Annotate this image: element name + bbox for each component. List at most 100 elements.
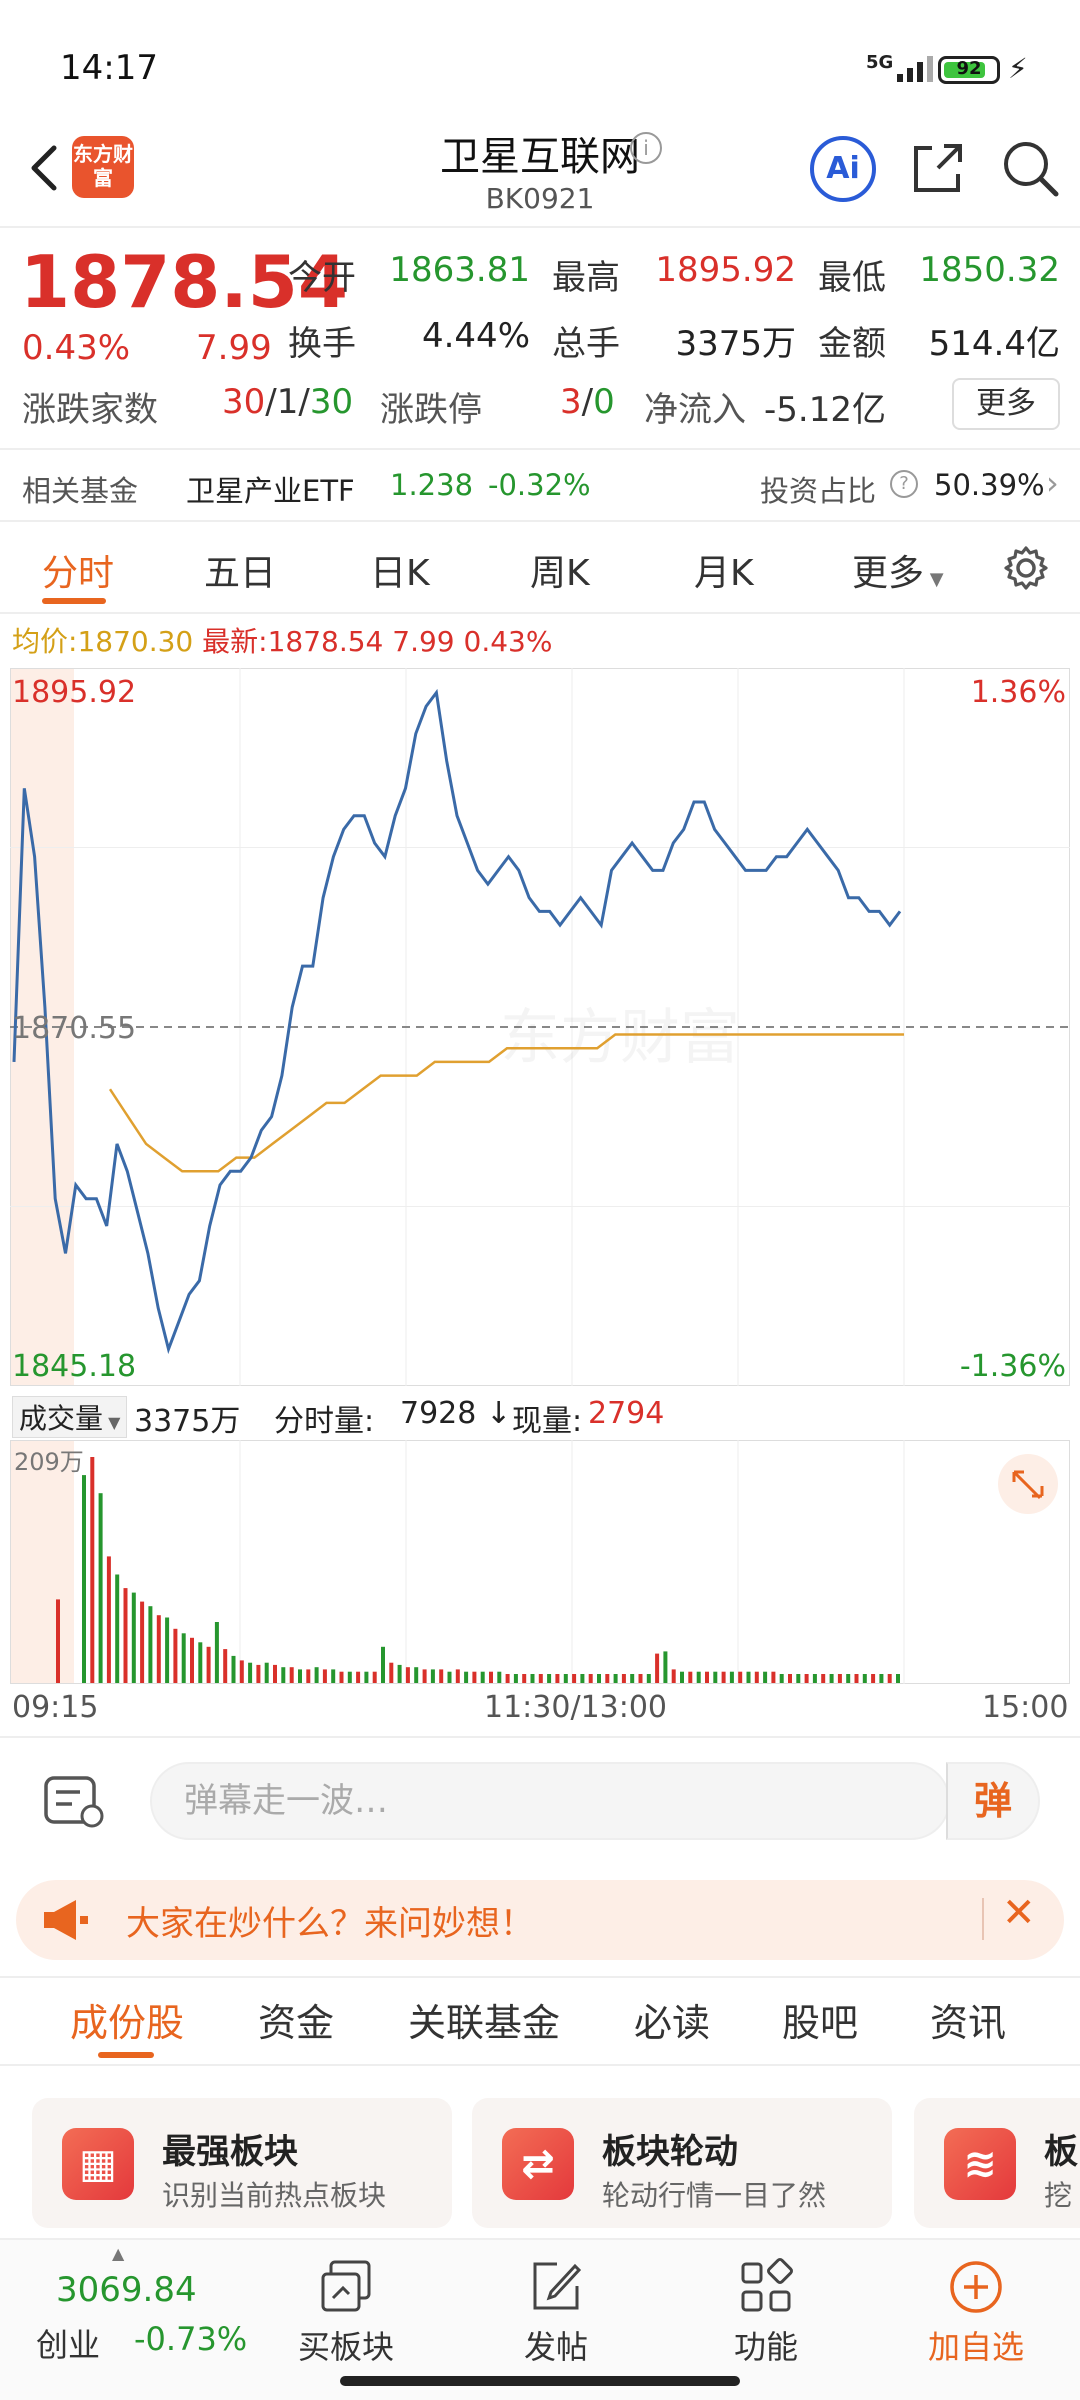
volume-bar: [779, 1674, 784, 1683]
volume-bar: [389, 1662, 394, 1683]
volume-selector-label: 成交量: [19, 1402, 104, 1435]
volume-bar: [879, 1674, 884, 1683]
volume-bar: [680, 1671, 684, 1683]
volume-bar: [455, 1669, 460, 1683]
search-icon[interactable]: [1000, 138, 1060, 198]
amount-value: 514.4亿: [928, 324, 1060, 364]
tab-funds-flow[interactable]: 资金: [258, 2001, 335, 2045]
divider: [982, 1898, 984, 1940]
volume-bar: [322, 1669, 327, 1683]
volume-selector[interactable]: 成交量 ▼: [12, 1396, 128, 1438]
card-subtitle: 识别当前热点板块: [162, 2179, 387, 2212]
volume-bar: [555, 1674, 560, 1683]
tab-forum[interactable]: 股吧: [782, 2001, 859, 2045]
expand-up-icon[interactable]: ▲: [112, 2244, 125, 2263]
y-max-label: 1895.92: [12, 675, 136, 710]
add-watchlist-button[interactable]: 加自选: [886, 2240, 1066, 2368]
tab-weekly-k[interactable]: 周K: [530, 553, 590, 594]
volume-bar: [430, 1669, 435, 1683]
card-title: 板: [1044, 2132, 1078, 2172]
fund-name: 卫星产业ETF: [186, 474, 355, 508]
volume-bar: [812, 1674, 817, 1683]
info-icon[interactable]: i: [630, 132, 662, 164]
card-sector-rotation[interactable]: ⇄ 板块轮动 轮动行情一目了然: [472, 2098, 892, 2228]
share-icon[interactable]: [908, 138, 968, 198]
bottom-bar: ▲ 3069.84 创业 -0.73% 买板块 发帖 功能 加自: [0, 2238, 1080, 2400]
volume-bar: [106, 1556, 111, 1683]
latest-change: 7.99: [392, 625, 455, 658]
volume-bar: [339, 1671, 344, 1683]
intraday-chart[interactable]: 东方财富 1895.92 1870.55 1845.18 1.36% -1.36…: [10, 668, 1070, 1386]
volume-bar: [746, 1671, 751, 1683]
close-icon[interactable]: ✕: [1002, 1890, 1036, 1936]
sub-tabs: 成份股 资金 关联基金 必读 股吧 资讯: [0, 1978, 1080, 2062]
open-label: 今开: [288, 258, 356, 298]
volume-bar: [472, 1671, 477, 1683]
more-button[interactable]: 更多: [952, 378, 1060, 430]
megaphone-icon: [44, 1900, 88, 1940]
tab-news[interactable]: 资讯: [930, 2001, 1007, 2045]
post-button[interactable]: 发帖: [466, 2240, 646, 2368]
danmaku-input[interactable]: 弹幕走一波…: [150, 1762, 950, 1840]
tab-monthly-k[interactable]: 月K: [694, 553, 754, 594]
volume-bar: [131, 1592, 136, 1683]
tab-related-funds[interactable]: 关联基金: [408, 2001, 561, 2045]
card-subtitle: 轮动行情一目了然: [602, 2179, 827, 2212]
volume-bar: [298, 1669, 302, 1683]
volume-bar: [90, 1457, 95, 1683]
volume-bar: [713, 1671, 718, 1683]
help-icon[interactable]: ?: [890, 470, 918, 498]
chevron-right-icon: ›: [1046, 464, 1059, 502]
volume-bar: [505, 1674, 510, 1683]
buy-sector-button[interactable]: 买板块: [256, 2240, 436, 2368]
volume-bar: [489, 1671, 493, 1683]
ask-banner[interactable]: 大家在炒什么？来问妙想！ ✕: [16, 1880, 1064, 1960]
volume-bar: [871, 1674, 876, 1683]
x-label-start: 09:15: [12, 1690, 99, 1725]
limit-counts: 3/0: [560, 382, 615, 422]
functions-button[interactable]: 功能: [676, 2240, 856, 2368]
pct-min-label: -1.36%: [960, 1349, 1066, 1384]
volume-bar: [887, 1674, 892, 1683]
tab-more[interactable]: 更多 ▼: [852, 544, 944, 596]
index-value[interactable]: 3069.84: [56, 2270, 197, 2310]
ratio-value: 50.39%: [934, 468, 1045, 502]
volume-bar: [198, 1642, 203, 1683]
settings-icon[interactable]: [1002, 544, 1050, 592]
volume-bar: [231, 1655, 236, 1683]
volume-bar: [646, 1674, 651, 1683]
plus-circle-icon: [950, 2261, 1002, 2313]
tab-constituents[interactable]: 成份股: [70, 2001, 185, 2045]
card-partial[interactable]: ≋ 板 挖: [914, 2098, 1080, 2228]
chart-tabs: 分时 五日 日K 周K 月K 更多 ▼: [0, 522, 1080, 612]
volume-bar: [439, 1669, 444, 1683]
volume-bar: [347, 1671, 352, 1683]
volume-bar: [738, 1671, 743, 1683]
related-fund-row[interactable]: 相关基金 卫星产业ETF 1.238 -0.32% 投资占比 ? 50.39% …: [0, 450, 1080, 520]
tab-daily-k[interactable]: 日K: [370, 553, 430, 594]
card-strongest-sector[interactable]: ▦ 最强板块 识别当前热点板块: [32, 2098, 452, 2228]
banner-text: 大家在炒什么？来问妙想！: [126, 1904, 534, 1944]
tab-five-day[interactable]: 五日: [204, 553, 277, 594]
volume-bar: [156, 1615, 161, 1683]
volume-bar: [588, 1674, 593, 1683]
volume-bar: [696, 1671, 701, 1683]
current-price: 1878.54: [20, 240, 348, 324]
volume-bar: [663, 1651, 668, 1683]
danmaku-settings-icon[interactable]: [40, 1770, 112, 1834]
ratio-label: 投资占比: [760, 474, 877, 508]
volume-bar: [530, 1674, 535, 1683]
ai-assistant-button[interactable]: Ai: [810, 136, 876, 202]
volume-bar: [289, 1667, 294, 1683]
fund-price: 1.238: [390, 468, 474, 502]
volume-bar: [563, 1674, 568, 1683]
status-bar: 14:17 5G 92 ⚡: [0, 0, 1080, 120]
tab-must-read[interactable]: 必读: [634, 2001, 711, 2045]
danmaku-button[interactable]: 弹: [946, 1762, 1040, 1840]
card-subtitle: 挖: [1044, 2179, 1073, 2212]
tab-intraday[interactable]: 分时: [42, 553, 115, 594]
volume-bar: [729, 1671, 734, 1683]
volume-bar: [846, 1674, 851, 1683]
back-icon[interactable]: [20, 138, 70, 198]
index-name: 创业: [36, 2326, 101, 2364]
